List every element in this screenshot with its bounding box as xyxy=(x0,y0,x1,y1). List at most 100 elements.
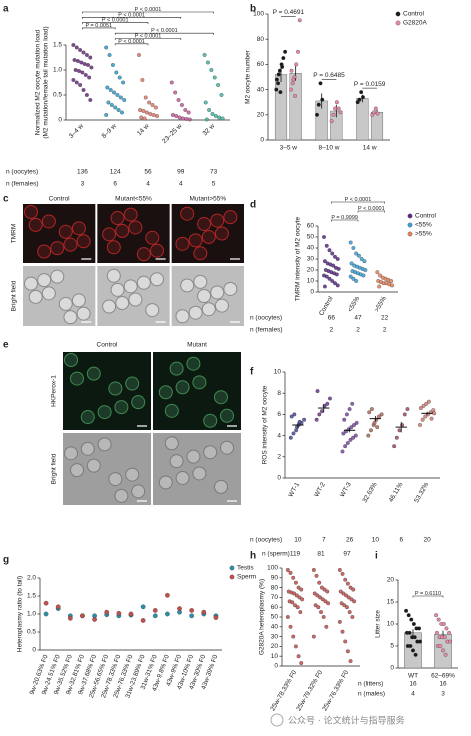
cell xyxy=(80,410,95,425)
y-tick-label: 4 xyxy=(277,432,281,439)
data-point xyxy=(325,589,330,594)
data-point xyxy=(212,75,217,80)
data-point xyxy=(320,597,325,602)
comparison-label: P < 0.0001 xyxy=(102,18,129,24)
data-point xyxy=(372,420,377,425)
data-point xyxy=(318,81,323,86)
cell xyxy=(123,279,138,294)
comparison-label: P = 0.6110 xyxy=(415,591,441,597)
x-tick-label: 14 w xyxy=(363,145,377,152)
cell xyxy=(64,446,78,461)
data-point xyxy=(173,90,178,95)
data-point xyxy=(88,55,93,60)
data-point xyxy=(283,49,288,54)
data-point xyxy=(118,95,123,100)
data-point xyxy=(424,401,429,406)
cell xyxy=(102,227,117,242)
data-point xyxy=(338,110,343,115)
x-tick-label: 8–10 w xyxy=(319,145,340,152)
y-tick-label: 0.5 xyxy=(27,629,36,636)
y-tick-label: 40 xyxy=(307,245,315,252)
data-point xyxy=(353,433,358,438)
data-point xyxy=(324,274,329,279)
cell xyxy=(131,484,146,499)
cell xyxy=(106,268,121,283)
panel-letter: a xyxy=(3,4,9,15)
data-point xyxy=(112,90,117,95)
data-point xyxy=(181,116,186,121)
n-value: 97 xyxy=(343,551,351,558)
y-tick-label: 0 xyxy=(310,289,314,296)
data-point xyxy=(285,615,290,619)
cell xyxy=(188,305,203,320)
n-row-label: n (females) xyxy=(250,327,283,334)
data-point xyxy=(297,18,302,23)
y-tick-label: 60 xyxy=(257,61,265,68)
data-point xyxy=(104,45,109,50)
n-value: 2 xyxy=(383,327,387,334)
data-point xyxy=(357,97,362,102)
data-point xyxy=(291,634,296,639)
y-axis-label: M2 oocyte number xyxy=(245,49,252,104)
cell xyxy=(115,223,130,238)
data-point xyxy=(322,284,327,289)
n-value: 4 xyxy=(179,181,183,188)
cell xyxy=(63,310,78,325)
data-point xyxy=(421,403,426,408)
data-point xyxy=(331,112,336,117)
y-tick-label: 50 xyxy=(271,614,279,621)
data-point xyxy=(311,568,316,572)
data-point xyxy=(174,114,179,118)
data-point xyxy=(117,75,122,80)
comparison-bracket xyxy=(82,22,149,25)
data-point xyxy=(201,609,207,615)
data-point xyxy=(318,595,323,600)
data-point xyxy=(189,608,195,613)
data-point xyxy=(203,100,208,105)
data-point xyxy=(216,83,221,87)
cell xyxy=(114,488,129,503)
y-tick-label: 5 xyxy=(390,643,394,650)
y-tick-label: 0 xyxy=(274,663,278,670)
data-point xyxy=(108,88,113,92)
cell xyxy=(50,241,65,256)
data-point xyxy=(319,610,323,615)
data-point xyxy=(394,435,399,440)
cell xyxy=(58,224,73,239)
comparison-label: P < 0.0001 xyxy=(358,206,385,212)
watermark: 公众号 · 论文统计与指导服务 xyxy=(288,715,405,727)
data-point xyxy=(320,409,324,414)
data-point xyxy=(109,103,114,107)
cell xyxy=(223,281,238,296)
n-value: 20 xyxy=(423,537,431,544)
data-point xyxy=(288,624,293,629)
n-value: 16 xyxy=(409,681,417,688)
data-point xyxy=(210,112,215,116)
comparison-label: P = 0.6485 xyxy=(313,72,345,79)
n-value: 6 xyxy=(399,537,403,544)
data-point xyxy=(137,53,141,57)
data-point xyxy=(337,568,342,572)
data-point xyxy=(322,587,327,592)
cell xyxy=(37,273,52,288)
data-point xyxy=(297,419,302,424)
cell xyxy=(37,244,52,259)
legend-marker xyxy=(395,20,401,26)
data-point xyxy=(321,615,326,619)
y-tick-label: 0 xyxy=(32,647,36,654)
data-point xyxy=(78,48,83,52)
cell xyxy=(125,467,140,482)
y-tick-label: 10 xyxy=(307,278,315,285)
cell xyxy=(175,236,190,251)
data-point xyxy=(346,595,351,600)
comparison-bracket xyxy=(331,219,359,222)
data-point xyxy=(361,273,366,278)
data-point xyxy=(326,601,331,606)
data-point xyxy=(409,617,414,622)
cell xyxy=(203,445,218,460)
data-point xyxy=(444,626,449,631)
data-point xyxy=(299,587,304,592)
data-point xyxy=(150,103,155,107)
data-point xyxy=(142,116,147,121)
data-point xyxy=(213,615,219,620)
